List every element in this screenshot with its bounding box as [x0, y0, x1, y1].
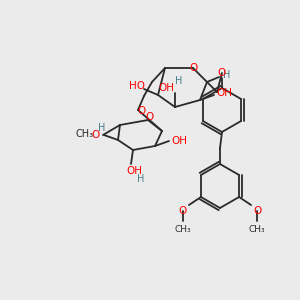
Text: CH₃: CH₃ — [175, 224, 191, 233]
Text: OH: OH — [216, 88, 232, 98]
Text: CH₃: CH₃ — [76, 129, 94, 139]
Text: O: O — [179, 206, 187, 216]
Text: H: H — [137, 174, 145, 184]
Text: H: H — [175, 76, 183, 86]
Text: H: H — [223, 70, 231, 80]
Text: HO: HO — [129, 81, 145, 91]
Text: O: O — [218, 68, 226, 78]
Text: O: O — [189, 63, 197, 73]
Text: O: O — [146, 112, 154, 122]
Text: OH: OH — [171, 136, 187, 146]
Text: CH₃: CH₃ — [249, 224, 266, 233]
Text: OH: OH — [126, 166, 142, 176]
Text: O: O — [253, 206, 261, 216]
Text: O: O — [137, 106, 145, 116]
Text: O: O — [92, 130, 100, 140]
Text: H: H — [98, 123, 106, 133]
Text: OH: OH — [158, 83, 174, 93]
